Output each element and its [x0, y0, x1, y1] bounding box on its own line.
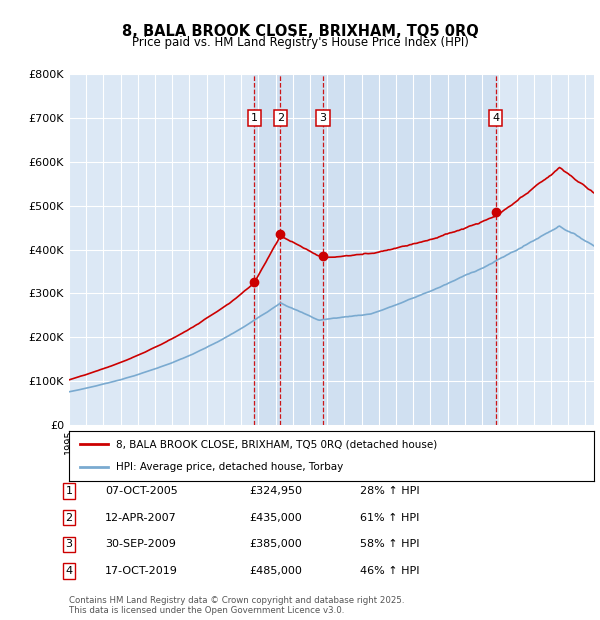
Text: 1: 1 — [65, 486, 73, 496]
Text: 1: 1 — [251, 113, 258, 123]
Text: HPI: Average price, detached house, Torbay: HPI: Average price, detached house, Torb… — [116, 462, 343, 472]
Text: 3: 3 — [65, 539, 73, 549]
Text: 2: 2 — [65, 513, 73, 523]
Text: 58% ↑ HPI: 58% ↑ HPI — [360, 539, 419, 549]
Text: 12-APR-2007: 12-APR-2007 — [105, 513, 177, 523]
Text: 4: 4 — [65, 566, 73, 576]
Text: £435,000: £435,000 — [249, 513, 302, 523]
Text: 4: 4 — [492, 113, 499, 123]
Text: 07-OCT-2005: 07-OCT-2005 — [105, 486, 178, 496]
Text: £385,000: £385,000 — [249, 539, 302, 549]
Text: 3: 3 — [319, 113, 326, 123]
Text: 30-SEP-2009: 30-SEP-2009 — [105, 539, 176, 549]
Text: Price paid vs. HM Land Registry's House Price Index (HPI): Price paid vs. HM Land Registry's House … — [131, 36, 469, 49]
Text: £485,000: £485,000 — [249, 566, 302, 576]
Text: 17-OCT-2019: 17-OCT-2019 — [105, 566, 178, 576]
Text: 61% ↑ HPI: 61% ↑ HPI — [360, 513, 419, 523]
Text: Contains HM Land Registry data © Crown copyright and database right 2025.
This d: Contains HM Land Registry data © Crown c… — [69, 596, 404, 615]
Text: 8, BALA BROOK CLOSE, BRIXHAM, TQ5 0RQ: 8, BALA BROOK CLOSE, BRIXHAM, TQ5 0RQ — [122, 24, 478, 38]
Text: 28% ↑ HPI: 28% ↑ HPI — [360, 486, 419, 496]
Bar — [254, 74, 496, 425]
Text: £324,950: £324,950 — [249, 486, 302, 496]
Text: 8, BALA BROOK CLOSE, BRIXHAM, TQ5 0RQ (detached house): 8, BALA BROOK CLOSE, BRIXHAM, TQ5 0RQ (d… — [116, 440, 437, 450]
Text: 46% ↑ HPI: 46% ↑ HPI — [360, 566, 419, 576]
Text: 2: 2 — [277, 113, 284, 123]
